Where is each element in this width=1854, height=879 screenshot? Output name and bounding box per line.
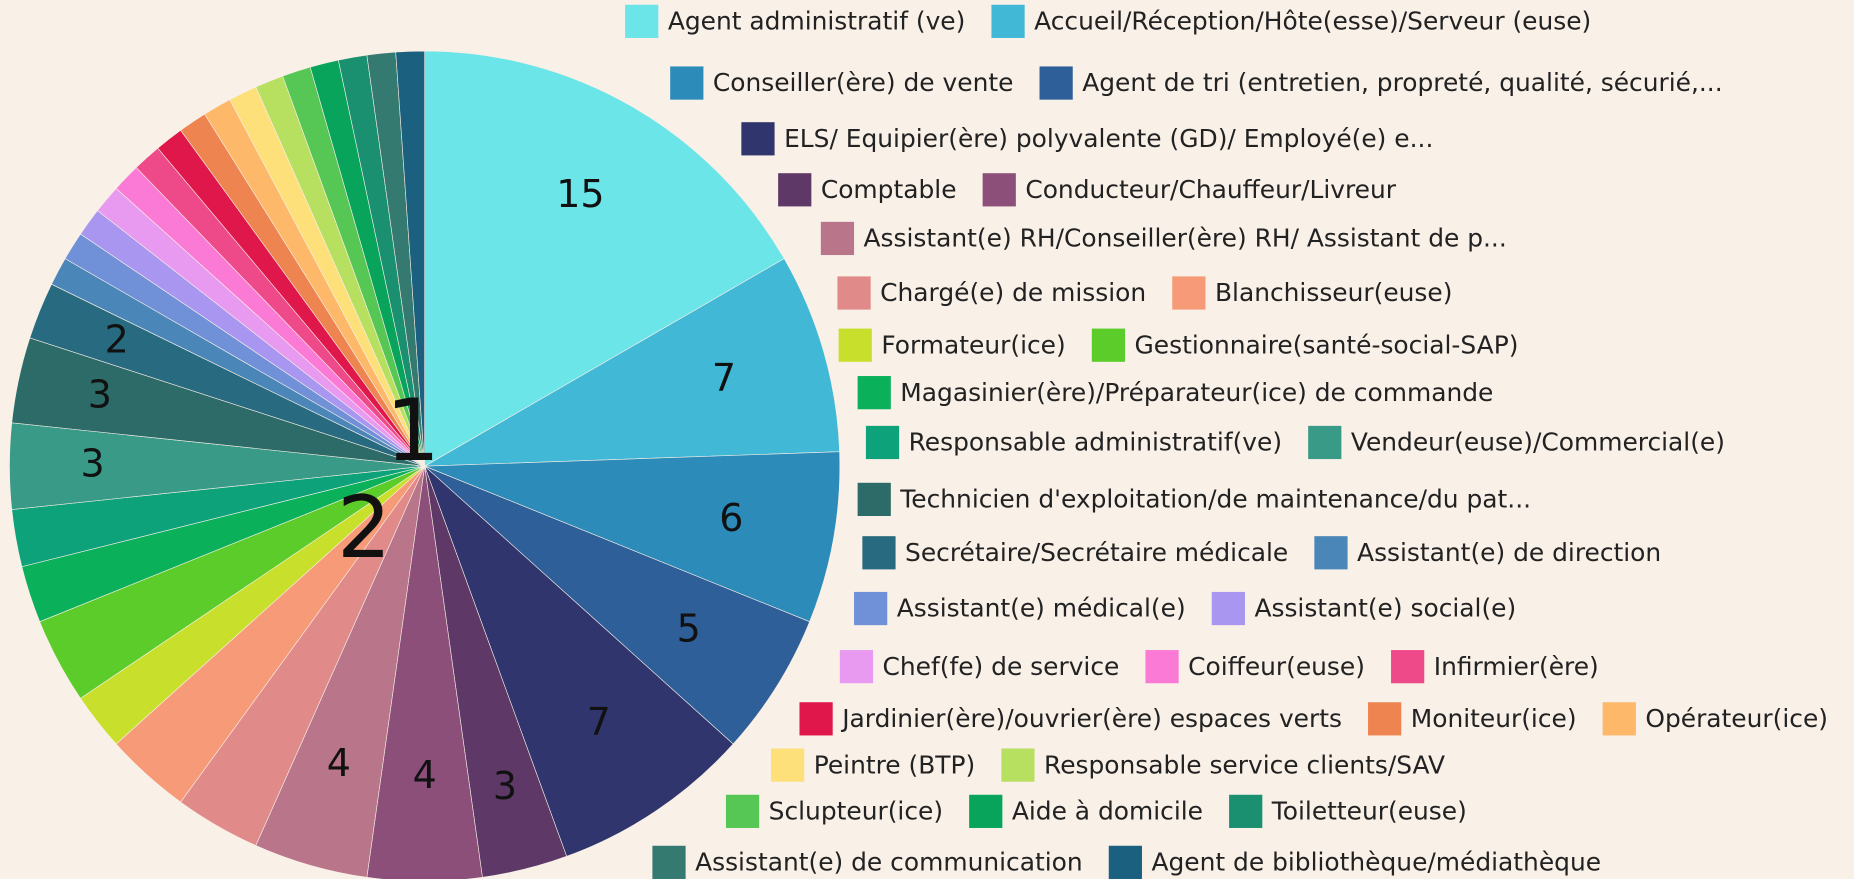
legend-swatch bbox=[1108, 845, 1142, 879]
value-label: 7 bbox=[712, 356, 736, 400]
legend-label: Assistant(e) RH/Conseiller(ère) RH/ Assi… bbox=[864, 224, 1507, 253]
legend-swatch bbox=[652, 845, 686, 879]
legend-label: Sclupteur(ice) bbox=[769, 797, 943, 826]
pie-slice bbox=[424, 465, 810, 745]
legend-swatch bbox=[799, 702, 833, 736]
legend-label: Assistant(e) de communication bbox=[695, 848, 1083, 877]
value-label: 4 bbox=[327, 741, 351, 785]
legend-label: ELS/ Equipier(ère) polyvalente (GD)/ Emp… bbox=[784, 124, 1433, 153]
legend-label: Formateur(ice) bbox=[881, 330, 1065, 359]
legend: Agent administratif (ve) Accueil/Réceptio… bbox=[625, 4, 1828, 879]
legend-swatch bbox=[1039, 66, 1073, 100]
legend-swatch bbox=[1602, 702, 1636, 736]
legend-label: Peintre (BTP) bbox=[814, 750, 976, 779]
legend-swatch bbox=[1229, 794, 1263, 828]
legend-swatch bbox=[982, 173, 1016, 207]
legend-swatch bbox=[1172, 276, 1206, 310]
value-label: 3 bbox=[493, 764, 517, 808]
legend-label: Conducteur/Chauffeur/Livreur bbox=[1025, 175, 1396, 204]
legend-label: Chef(fe) de service bbox=[883, 652, 1120, 681]
legend-label: Secrétaire/Secrétaire médicale bbox=[905, 538, 1288, 567]
pie-slice bbox=[424, 50, 785, 467]
legend-label: Gestionnaire(santé-social-SAP) bbox=[1135, 330, 1519, 359]
legend-label: Assistant(e) de direction bbox=[1357, 538, 1661, 567]
legend-label: Vendeur(euse)/Commercial(e) bbox=[1351, 428, 1725, 457]
legend-label: Technicien d'exploitation/de maintenance… bbox=[899, 485, 1531, 514]
legend-swatch bbox=[741, 122, 775, 156]
value-label: 2 bbox=[105, 317, 129, 361]
legend-swatch bbox=[670, 66, 704, 100]
legend-label: Chargé(e) de mission bbox=[880, 278, 1146, 307]
legend-swatch bbox=[839, 650, 874, 684]
legend-label: Moniteur(ice) bbox=[1411, 704, 1577, 733]
legend-swatch bbox=[625, 4, 659, 38]
legend-label: Magasinier(ère)/Préparateur(ice) de comm… bbox=[900, 378, 1493, 407]
value-label: 3 bbox=[80, 442, 104, 486]
legend-swatch bbox=[778, 173, 812, 207]
legend-label: Assistant(e) médical(e) bbox=[897, 594, 1186, 623]
legend-swatch bbox=[854, 591, 888, 626]
legend-swatch bbox=[771, 748, 805, 782]
legend-label: Aide à domicile bbox=[1012, 797, 1203, 826]
pie: 15 7 6 5 7 3 4 4 3 3 2 bbox=[9, 50, 841, 879]
legend-label: Infirmier(ère) bbox=[1434, 652, 1599, 681]
pie-slice bbox=[424, 465, 734, 857]
legend-swatch bbox=[820, 221, 855, 256]
legend-swatch bbox=[1368, 702, 1402, 736]
legend-label: Blanchisseur(euse) bbox=[1215, 278, 1452, 307]
annotation: 1 bbox=[386, 382, 440, 481]
legend-label: Accueil/Réception/Hôte(esse)/Serveur (eu… bbox=[1034, 7, 1591, 36]
legend-swatch bbox=[865, 425, 900, 460]
value-label: 3 bbox=[88, 373, 112, 417]
value-label: 7 bbox=[587, 700, 611, 744]
legend-swatch bbox=[1145, 650, 1179, 684]
annotation: 2 bbox=[337, 479, 391, 578]
legend-swatch bbox=[969, 794, 1003, 828]
legend-swatch bbox=[857, 482, 891, 517]
legend-swatch bbox=[837, 276, 871, 310]
legend-swatch bbox=[991, 4, 1025, 38]
legend-label: Assistant(e) social(e) bbox=[1254, 594, 1516, 623]
legend-swatch bbox=[862, 536, 896, 570]
value-label: 15 bbox=[556, 172, 604, 216]
value-label: 6 bbox=[719, 496, 743, 540]
legend-swatch bbox=[838, 328, 872, 362]
legend-label: Opérateur(ice) bbox=[1645, 704, 1828, 733]
legend-label: Agent administratif (ve) bbox=[668, 7, 966, 36]
legend-label: Responsable administratif(ve) bbox=[909, 428, 1282, 457]
legend-label: Responsable service clients/SAV bbox=[1044, 750, 1445, 779]
legend-swatch bbox=[857, 376, 891, 410]
legend-swatch bbox=[725, 794, 760, 828]
legend-label: Conseiller(ère) de vente bbox=[713, 68, 1014, 97]
legend-swatch bbox=[1001, 748, 1035, 782]
legend-swatch bbox=[1308, 425, 1342, 460]
legend-swatch bbox=[1314, 536, 1348, 570]
legend-label: Jardinier(ère)/ouvrier(ère) espaces vert… bbox=[840, 704, 1342, 733]
legend-label: Comptable bbox=[821, 175, 957, 204]
legend-label: Agent de bibliothèque/médiathèque bbox=[1151, 848, 1601, 877]
legend-swatch bbox=[1091, 328, 1126, 362]
pie-slice bbox=[424, 451, 841, 623]
legend-swatch bbox=[1211, 591, 1245, 626]
value-label: 5 bbox=[677, 607, 701, 651]
legend-label: Agent de tri (entretien, propreté, quali… bbox=[1082, 68, 1722, 97]
legend-label: Coiffeur(euse) bbox=[1188, 652, 1365, 681]
pie-slice bbox=[395, 50, 425, 467]
legend-label: Toiletteur(euse) bbox=[1271, 797, 1467, 826]
value-label: 4 bbox=[413, 753, 437, 797]
legend-swatch bbox=[1391, 650, 1425, 684]
pie-slice bbox=[424, 258, 840, 467]
